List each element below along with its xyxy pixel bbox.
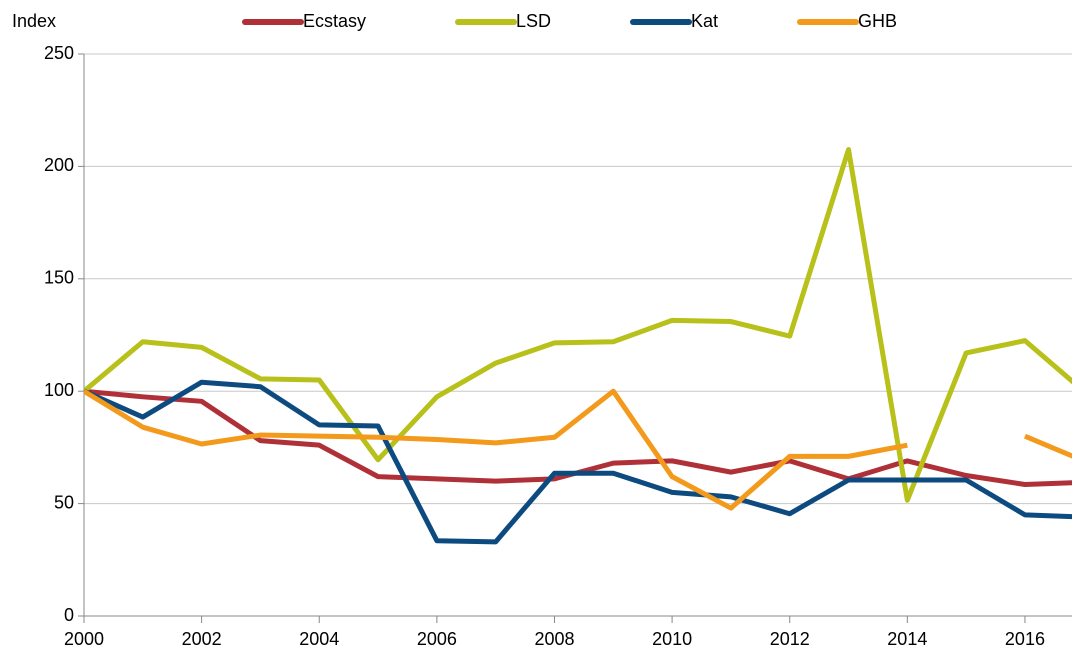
plot-lines bbox=[84, 147, 1072, 545]
y-tick-label: 250 bbox=[44, 43, 74, 63]
series-line bbox=[84, 388, 908, 511]
x-tick-label: 2002 bbox=[182, 629, 222, 649]
legend-label: LSD bbox=[516, 11, 551, 31]
legend-label: Ecstasy bbox=[303, 11, 366, 31]
series-line bbox=[84, 379, 1072, 545]
y-tick-label: 100 bbox=[44, 380, 74, 400]
legend-label: GHB bbox=[858, 11, 897, 31]
y-tick-label: 150 bbox=[44, 268, 74, 288]
y-axis-label: Index bbox=[12, 11, 56, 31]
x-tick-label: 2006 bbox=[417, 629, 457, 649]
y-tick-label: 50 bbox=[54, 492, 74, 512]
x-tick-label: 2014 bbox=[887, 629, 927, 649]
x-tick-label: 2008 bbox=[534, 629, 574, 649]
series-line bbox=[84, 147, 1072, 503]
legend-label: Kat bbox=[691, 11, 718, 31]
x-tick-label: 2000 bbox=[64, 629, 104, 649]
y-tick-label: 0 bbox=[64, 605, 74, 625]
series-line bbox=[1023, 433, 1072, 459]
y-tick-label: 200 bbox=[44, 155, 74, 175]
x-tick-label: 2004 bbox=[299, 629, 339, 649]
x-tick-label: 2016 bbox=[1005, 629, 1045, 649]
x-tick-label: 2012 bbox=[770, 629, 810, 649]
x-tick-label: 2010 bbox=[652, 629, 692, 649]
